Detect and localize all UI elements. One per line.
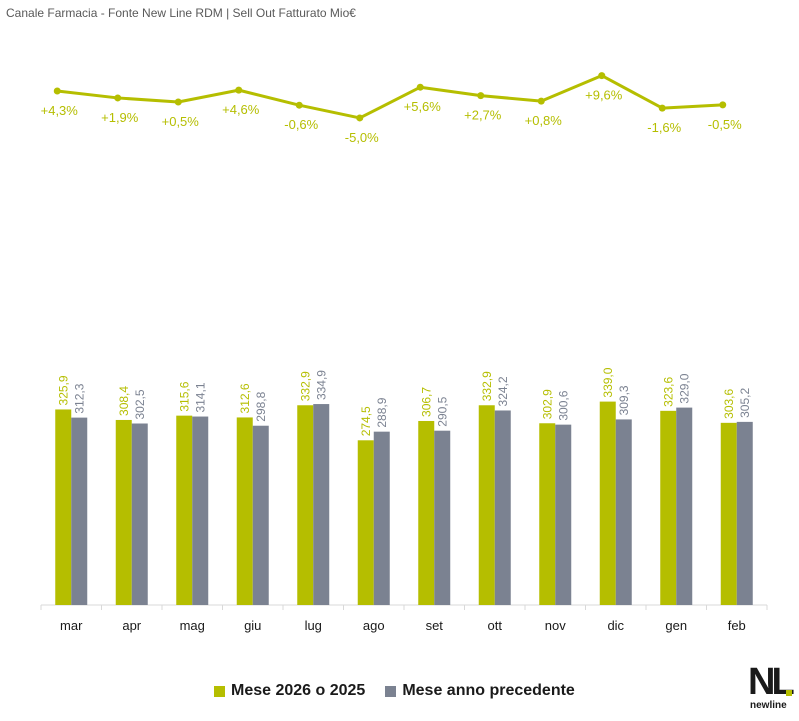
bar-label-previous: 290,5 <box>435 396 449 426</box>
x-tick-label: lug <box>305 618 322 633</box>
growth-label: +1,9% <box>101 110 139 125</box>
bar-label-current: 332,9 <box>480 371 494 401</box>
x-tick-label: giu <box>244 618 261 633</box>
legend-label-current: Mese 2026 o 2025 <box>231 682 366 699</box>
bar-previous <box>252 425 269 605</box>
chart-title: Canale Farmacia - Fonte New Line RDM | S… <box>6 6 356 20</box>
growth-point <box>719 101 727 109</box>
bar-label-previous: 334,9 <box>314 370 328 400</box>
bar-previous <box>676 407 693 605</box>
logo-letters: NL <box>748 661 795 703</box>
growth-label: -0,5% <box>708 117 742 132</box>
growth-label: -1,6% <box>647 120 681 135</box>
bar-current <box>236 417 253 605</box>
bar-label-current: 308,4 <box>117 386 131 416</box>
logo-word: newline <box>750 700 787 711</box>
growth-label: +0,5% <box>162 114 200 129</box>
bar-previous <box>373 431 390 605</box>
bar-previous <box>555 424 572 605</box>
bar-previous <box>71 417 88 605</box>
legend: Mese 2026 o 2025 Mese anno precedente <box>214 682 595 700</box>
bar-current <box>297 405 314 605</box>
growth-point <box>416 83 424 91</box>
growth-point <box>235 86 243 94</box>
bar-previous <box>615 419 632 605</box>
bar-label-current: 332,9 <box>298 371 312 401</box>
growth-label: +0,8% <box>525 113 563 128</box>
legend-swatch-previous <box>385 685 397 697</box>
bar-label-current: 339,0 <box>601 367 615 397</box>
growth-line <box>57 74 723 120</box>
growth-point <box>356 114 364 122</box>
bar-label-previous: 324,2 <box>496 376 510 406</box>
bar-label-current: 274,5 <box>359 406 373 436</box>
growth-label: +5,6% <box>404 99 442 114</box>
bar-current <box>478 405 495 605</box>
growth-point <box>537 97 545 105</box>
bar-label-previous: 298,8 <box>254 391 268 421</box>
bar-current <box>115 419 132 605</box>
legend-swatch-current <box>214 685 225 697</box>
bar-label-previous: 312,3 <box>72 383 86 413</box>
x-tick-label: apr <box>122 618 141 633</box>
bar-label-previous: 288,9 <box>375 397 389 427</box>
logo-dot <box>786 690 792 696</box>
legend-label-previous: Mese anno precedente <box>402 682 575 699</box>
bar-current <box>55 409 72 605</box>
x-tick-label: nov <box>545 618 566 633</box>
bar-label-current: 323,6 <box>661 376 675 406</box>
bar-label-current: 303,6 <box>722 388 736 418</box>
x-tick-label: dic <box>607 618 624 633</box>
bar-label-previous: 305,2 <box>738 388 752 418</box>
growth-label: +9,6% <box>585 88 623 103</box>
growth-point <box>53 87 61 95</box>
growth-point <box>477 92 485 100</box>
bar-label-current: 302,9 <box>540 389 554 419</box>
bar-label-previous: 309,3 <box>617 385 631 415</box>
x-tick-label: mar <box>60 618 83 633</box>
bar-current <box>357 440 374 605</box>
bar-current <box>599 401 616 605</box>
x-tick-label: gen <box>665 618 687 633</box>
bar-previous <box>131 423 148 605</box>
bar-label-current: 325,9 <box>56 375 70 405</box>
bar-label-previous: 314,1 <box>193 382 207 412</box>
bar-previous <box>494 410 511 605</box>
bar-previous <box>192 416 209 605</box>
bar-previous <box>434 430 451 605</box>
legend-item-current: Mese 2026 o 2025 <box>214 682 365 700</box>
growth-label: +4,6% <box>222 102 260 117</box>
bar-current <box>418 420 435 605</box>
bar-previous <box>313 404 330 605</box>
growth-label: -0,6% <box>284 117 318 132</box>
x-tick-label: ott <box>488 618 503 633</box>
bar-label-previous: 300,6 <box>556 390 570 420</box>
growth-point <box>598 72 606 80</box>
growth-label: -5,0% <box>345 130 379 145</box>
bar-current <box>660 410 677 605</box>
x-tick-label: mag <box>180 618 205 633</box>
growth-label: +4,3% <box>41 103 79 118</box>
x-tick-label: ago <box>363 618 385 633</box>
growth-label: +2,7% <box>464 108 502 123</box>
newline-logo: NL newline <box>748 662 796 712</box>
bar-current <box>539 423 556 605</box>
growth-point <box>295 101 303 109</box>
growth-point <box>114 94 122 102</box>
bar-previous <box>736 421 753 605</box>
bar-current <box>720 422 737 605</box>
growth-point <box>174 98 182 106</box>
legend-item-previous: Mese anno precedente <box>385 682 575 700</box>
x-tick-label: feb <box>728 618 746 633</box>
bar-current <box>176 415 193 605</box>
growth-point <box>658 104 666 112</box>
bar-label-previous: 302,5 <box>133 389 147 419</box>
x-tick-label: set <box>426 618 444 633</box>
bar-label-previous: 329,0 <box>677 373 691 403</box>
bar-label-current: 306,7 <box>419 387 433 417</box>
bar-label-current: 312,6 <box>238 383 252 413</box>
bar-label-current: 315,6 <box>177 381 191 411</box>
